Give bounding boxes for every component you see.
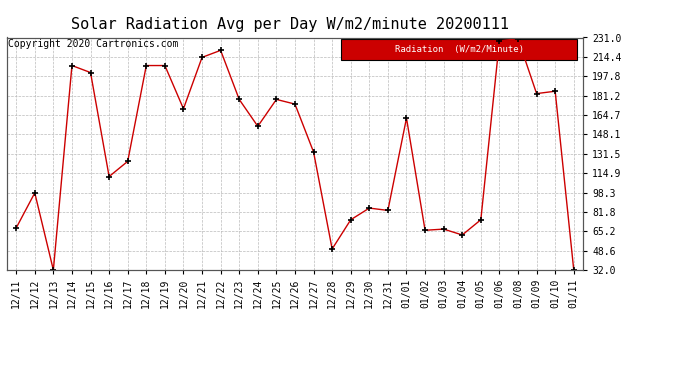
Text: Radiation  (W/m2/Minute): Radiation (W/m2/Minute) [395, 45, 524, 54]
Text: Solar Radiation Avg per Day W/m2/minute 20200111: Solar Radiation Avg per Day W/m2/minute … [71, 17, 509, 32]
FancyBboxPatch shape [341, 39, 578, 60]
Text: Copyright 2020 Cartronics.com: Copyright 2020 Cartronics.com [8, 39, 179, 49]
